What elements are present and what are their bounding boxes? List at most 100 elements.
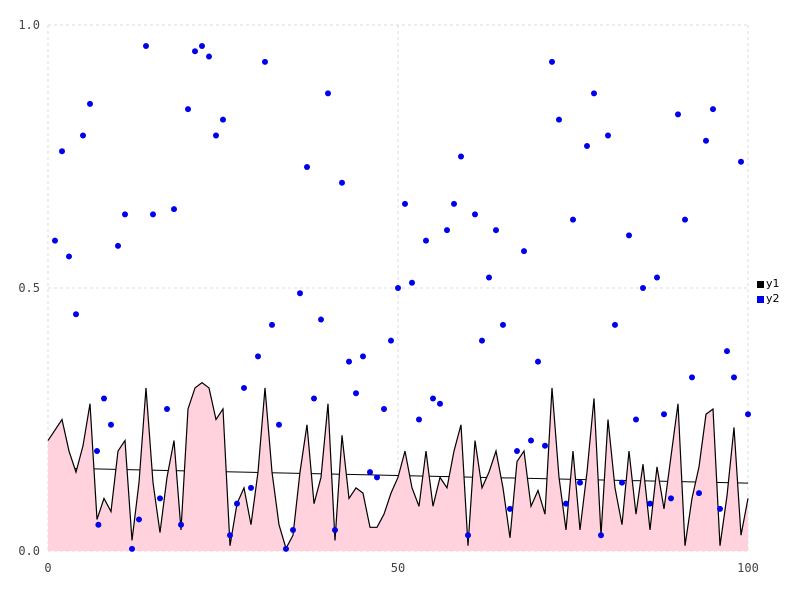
scatter-point (353, 390, 359, 397)
scatter-point (381, 405, 387, 412)
scatter-point (605, 132, 611, 139)
scatter-point (192, 48, 198, 55)
scatter-point (339, 179, 345, 186)
scatter-point (675, 111, 681, 118)
scatter-point (311, 395, 317, 402)
scatter-point (745, 411, 751, 418)
y-tick-label: 0.0 (18, 544, 40, 558)
scatter-point (304, 164, 310, 171)
scatter-point (542, 442, 548, 449)
legend-label-y2: y2 (766, 292, 780, 305)
scatter-point (150, 211, 156, 218)
scatter-point (528, 437, 534, 444)
scatter-point (157, 495, 163, 502)
scatter-point (178, 521, 184, 528)
scatter-point (199, 43, 205, 50)
scatter-point (234, 500, 240, 507)
scatter-point (297, 290, 303, 297)
scatter-point (220, 116, 226, 123)
scatter-point (262, 58, 268, 65)
legend-swatch-y1 (757, 280, 764, 288)
scatter-point (430, 395, 436, 402)
scatter-point (423, 237, 429, 244)
scatter-point (101, 395, 107, 402)
scatter-point (493, 227, 499, 234)
x-tick-label: 0 (44, 561, 51, 575)
scatter-point (549, 58, 555, 65)
scatter-point (325, 90, 331, 97)
scatter-point (241, 384, 247, 391)
scatter-point (367, 469, 373, 476)
scatter-point (633, 416, 639, 423)
scatter-point (731, 374, 737, 381)
scatter-point (276, 421, 282, 428)
scatter-point (654, 274, 660, 281)
scatter-point (185, 106, 191, 113)
scatter-point (717, 505, 723, 512)
scatter-point (318, 316, 324, 323)
scatter-point (122, 211, 128, 218)
scatter-point (507, 505, 513, 512)
scatter-point (661, 411, 667, 418)
scatter-point (514, 448, 520, 455)
y1-area (48, 382, 748, 551)
scatter-point (59, 148, 65, 155)
scatter-point (689, 374, 695, 381)
y-tick-label: 0.5 (18, 281, 40, 295)
scatter-point (290, 526, 296, 533)
scatter-point (395, 285, 401, 291)
scatter-point (465, 532, 471, 539)
scatter-point (738, 158, 744, 165)
scatter-point (129, 545, 135, 552)
scatter-point (556, 116, 562, 123)
scatter-point (171, 206, 177, 213)
scatter-point (87, 100, 93, 107)
scatter-point (479, 337, 485, 344)
scatter-point (626, 232, 632, 239)
y-tick-label: 1.0 (18, 18, 40, 32)
y1-line (47, 381, 749, 550)
scatter-point (437, 400, 443, 407)
scatter-point (598, 532, 604, 539)
scatter-point (80, 132, 86, 139)
scatter-point (591, 90, 597, 97)
scatter-point (640, 285, 646, 291)
legend: y1 y2 (757, 277, 780, 306)
scatter-point (213, 132, 219, 139)
scatter-point (227, 532, 233, 539)
scatter-point (115, 242, 121, 249)
scatter-point (409, 279, 415, 286)
scatter-point (346, 358, 352, 365)
scatter-point (444, 227, 450, 234)
scatter-point (269, 321, 275, 328)
legend-label-y1: y1 (766, 277, 780, 290)
scatter-point (619, 479, 625, 486)
scatter-point (682, 216, 688, 223)
scatter-point (66, 253, 72, 260)
scatter-point (500, 321, 506, 328)
scatter-point (577, 479, 583, 486)
legend-swatch-y2 (757, 295, 764, 303)
scatter-point (535, 358, 541, 365)
scatter-point (95, 521, 102, 528)
scatter-point (143, 43, 149, 50)
scatter-point (136, 516, 142, 523)
scatter-point (283, 545, 289, 552)
scatter-point (668, 495, 674, 502)
scatter-point (451, 200, 457, 207)
scatter-point (255, 353, 261, 360)
scatter-point (374, 474, 380, 481)
scatter-point (108, 421, 114, 428)
scatter-point (206, 53, 212, 60)
scatter-point (647, 500, 653, 507)
scatter-point (73, 311, 79, 318)
scatter-point (703, 137, 709, 144)
scatter-point (164, 405, 170, 412)
scatter-point (388, 337, 394, 344)
x-tick-label: 50 (391, 561, 405, 575)
scatter-point (458, 153, 464, 160)
scatter-point (584, 142, 590, 149)
scatter-point (696, 490, 702, 497)
